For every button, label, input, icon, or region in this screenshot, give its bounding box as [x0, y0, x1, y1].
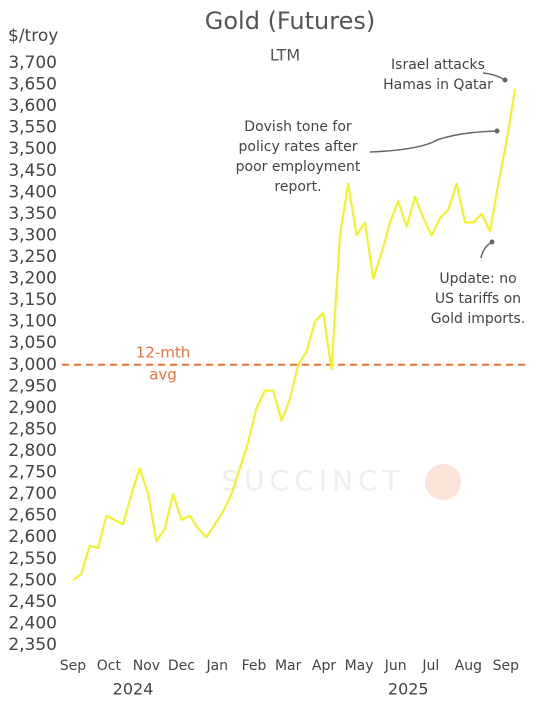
y-tick-label: 2,750 [8, 463, 57, 483]
price-line [72, 88, 516, 582]
y-tick-label: 3,650 [8, 75, 57, 95]
annotation: US tariffs on [435, 291, 521, 307]
reference-label: avg [149, 365, 177, 383]
y-tick-label: 3,450 [8, 161, 57, 181]
y-tick-label: 3,400 [8, 182, 57, 202]
y-tick-label: 2,350 [8, 635, 57, 655]
y-tick-label: 2,600 [8, 527, 57, 547]
y-tick-label: 2,700 [8, 484, 57, 504]
y-tick-label: 2,400 [8, 613, 57, 633]
chart-title: Gold (Futures) [205, 7, 375, 35]
annotation: poor employment [236, 159, 361, 175]
annotation: report. [274, 179, 321, 195]
annotation: Dovish tone for [244, 119, 352, 135]
x-tick-label: Apr [312, 658, 336, 674]
y-tick-label: 3,100 [8, 312, 57, 332]
year-label: 2024 [113, 680, 154, 699]
x-tick-label: Jul [421, 658, 439, 674]
chart-subtitle: LTM [270, 46, 300, 65]
annotation: policy rates after [239, 139, 358, 155]
arrow-head [502, 77, 508, 83]
y-tick-label: 3,150 [8, 290, 57, 310]
x-tick-label: Feb [242, 658, 267, 674]
x-tick-label: May [345, 658, 374, 674]
y-axis-label: $/troy [8, 26, 58, 46]
y-tick-label: 3,600 [8, 96, 57, 116]
x-tick-label: Nov [133, 658, 160, 674]
x-tick-label: Dec [168, 658, 195, 674]
y-tick-label: 2,850 [8, 419, 57, 439]
y-tick-label: 3,700 [8, 53, 57, 73]
watermark-logo [425, 464, 461, 500]
y-tick-label: 3,300 [8, 225, 57, 245]
annotation-arrow [480, 241, 493, 259]
y-tick-label: 3,200 [8, 269, 57, 289]
x-tick-label: Mar [275, 658, 302, 674]
arrow-head [494, 128, 500, 134]
y-tick-label: 3,500 [8, 139, 57, 159]
annotation: Update: no [439, 271, 516, 287]
arrow-head [489, 239, 495, 245]
x-tick-label: Oct [97, 658, 122, 674]
y-tick-label: 2,650 [8, 506, 57, 526]
y-tick-label: 3,050 [8, 333, 57, 353]
x-tick-label: Jun [384, 658, 407, 674]
x-tick-label: Sep [493, 658, 520, 674]
y-tick-label: 3,000 [8, 355, 57, 375]
watermark: SUCCINCT [221, 464, 404, 497]
reference-label: 12-mth [136, 343, 191, 361]
y-tick-label: 3,550 [8, 118, 57, 138]
y-tick-label: 3,250 [8, 247, 57, 267]
x-tick-label: Aug [455, 658, 482, 674]
year-label: 2025 [388, 680, 429, 699]
x-tick-label: Jan [205, 658, 228, 674]
y-tick-label: 2,500 [8, 570, 57, 590]
x-tick-label: Sep [60, 658, 87, 674]
annotation-arrow [369, 130, 498, 153]
annotation: Israel attacks [391, 57, 485, 73]
y-tick-label: 2,800 [8, 441, 57, 461]
y-tick-label: 2,950 [8, 376, 57, 396]
annotation: Hamas in Qatar [383, 77, 493, 93]
y-tick-label: 2,900 [8, 398, 57, 418]
y-tick-label: 3,350 [8, 204, 57, 224]
annotation: Gold imports. [431, 311, 526, 327]
y-tick-label: 2,550 [8, 549, 57, 569]
y-tick-label: 2,450 [8, 592, 57, 612]
